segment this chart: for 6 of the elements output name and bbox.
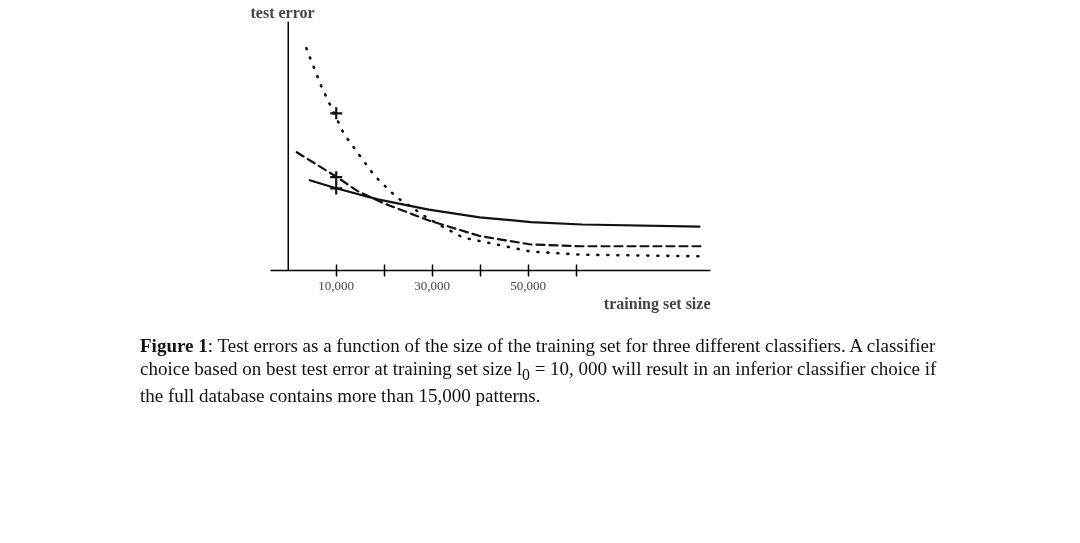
x-tick-label: 10,000: [318, 277, 355, 293]
x-tick-label: 30,000: [414, 277, 451, 293]
y-axis-title: test error: [250, 3, 315, 21]
caption: Figure 1: Test errors as a function of the size of the training set for three different classifiers. A classifier choice based on best test error at training set size l$_{0}$ = 10, 000 will result in an inferior classifier choice if the full database contains more than 15,000 patterns.: [140, 335, 938, 408]
x-axis-title: training set size: [603, 294, 711, 313]
x-tick-label: 50,000: [510, 277, 547, 293]
